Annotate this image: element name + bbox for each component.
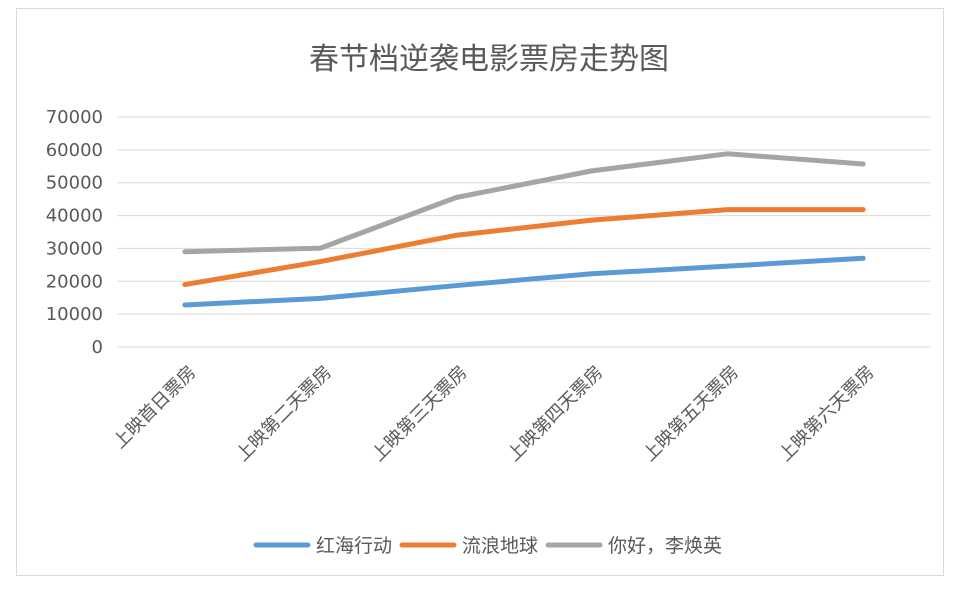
legend: 红海行动 流浪地球 你好，李焕英 <box>253 535 722 557</box>
y-tick-label: 60000 <box>46 140 103 161</box>
series-line <box>182 151 866 255</box>
legend-label: 你好，李焕英 <box>608 535 722 557</box>
x-category-label: 上映第六天票房 <box>775 362 879 466</box>
legend-label: 红海行动 <box>316 535 392 557</box>
x-category-label: 上映首日票房 <box>109 362 200 453</box>
x-axis-categories: 上映首日票房 上映第二天票房 上映第三天票房 上映第四天票房 上映第五天票房 上映第六天票… <box>109 362 879 466</box>
y-tick-label: 10000 <box>46 304 103 325</box>
y-tick-label: 70000 <box>46 107 103 128</box>
gridlines <box>117 116 931 348</box>
chart-title: 春节档逆袭电影票房走势图 <box>309 42 669 77</box>
series-lines <box>182 151 866 308</box>
series-line <box>182 207 866 288</box>
legend-label: 流浪地球 <box>462 535 538 557</box>
line-chart: 春节档逆袭电影票房走势图 0 10000 20000 30000 40000 50000 6… <box>46 42 931 557</box>
y-tick-label: 20000 <box>46 271 103 292</box>
y-tick-label: 30000 <box>46 238 103 259</box>
y-axis-ticks: 0 10000 20000 30000 40000 50000 60000 70000 <box>46 107 103 358</box>
x-category-label: 上映第五天票房 <box>639 362 743 466</box>
x-category-label: 上映第四天票房 <box>503 362 607 466</box>
x-category-label: 上映第三天票房 <box>368 362 472 466</box>
chart-frame: 春节档逆袭电影票房走势图 0 10000 20000 30000 40000 50000 6… <box>16 8 944 576</box>
y-tick-label: 40000 <box>46 206 103 227</box>
series-line <box>182 255 866 308</box>
x-category-label: 上映第二天票房 <box>232 362 336 466</box>
y-tick-label: 0 <box>92 337 103 358</box>
y-tick-label: 50000 <box>46 173 103 194</box>
